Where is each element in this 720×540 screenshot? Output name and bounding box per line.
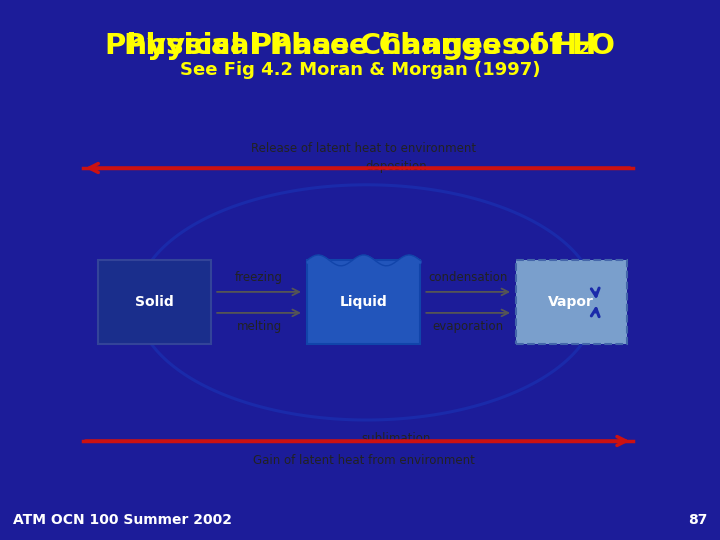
Text: ATM OCN 100 Summer 2002: ATM OCN 100 Summer 2002 [13,513,232,526]
Text: sublimation: sublimation [361,432,431,445]
Text: Liquid: Liquid [340,295,387,309]
Text: Vapor: Vapor [549,295,594,309]
FancyBboxPatch shape [98,260,211,345]
Text: melting: melting [236,320,282,334]
FancyBboxPatch shape [516,260,626,345]
Text: deposition: deposition [366,160,427,173]
Text: condensation: condensation [428,271,508,285]
Text: evaporation: evaporation [433,320,504,334]
Text: Solid: Solid [135,295,174,309]
FancyBboxPatch shape [307,260,420,345]
Text: Physical Phase Changes of H: Physical Phase Changes of H [124,32,596,60]
Text: freezing: freezing [235,271,283,285]
Text: Release of latent heat to environment: Release of latent heat to environment [251,143,476,156]
Text: 87: 87 [688,513,707,526]
Text: Gain of latent heat from environment: Gain of latent heat from environment [253,454,474,467]
Text: Physical Phase Changes of H₂O: Physical Phase Changes of H₂O [105,32,615,60]
Text: See Fig 4.2 Moran & Morgan (1997): See Fig 4.2 Moran & Morgan (1997) [180,61,540,79]
